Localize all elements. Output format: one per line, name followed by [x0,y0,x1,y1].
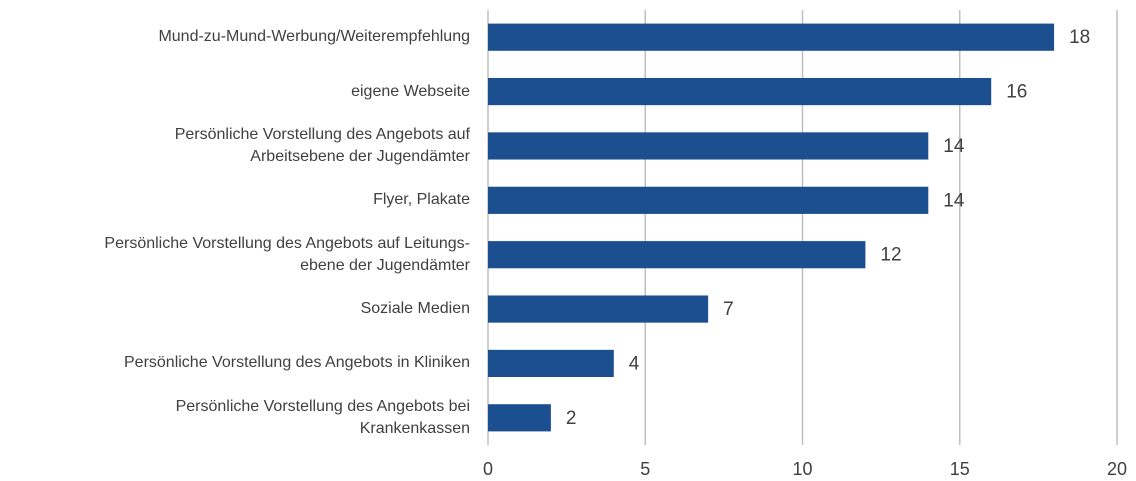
data-label: 2 [566,408,577,429]
x-tick-label: 15 [950,459,970,479]
bar [488,23,1055,51]
y-tick-label: Persönliche Vorstellung des Angebots auf… [174,125,470,165]
y-tick-label: Persönliche Vorstellung des Angebots in … [124,354,470,372]
x-tick-label: 20 [1107,459,1127,479]
data-label: 16 [1006,82,1027,103]
data-label: 4 [629,353,640,374]
bar [488,404,551,432]
y-tick-label: Persönliche Vorstellung des Angebots bei… [175,397,470,437]
bar [488,132,929,160]
bar [488,77,992,106]
y-tick-label: Mund-zu-Mund-Werbung/Weiterempfehlung [158,28,470,46]
x-tick-label: 10 [792,459,812,479]
bar [488,186,929,214]
data-label: 12 [880,245,901,266]
bar [488,295,709,323]
data-label: 14 [943,190,965,211]
data-label: 14 [943,136,965,157]
x-tick-label: 0 [483,459,493,479]
y-tick-label: Persönliche Vorstellung des Angebots auf… [104,234,470,274]
data-label: 18 [1069,27,1090,48]
bar [488,241,866,269]
y-tick-label: Flyer, Plakate [373,191,470,209]
bar [488,349,614,378]
data-label: 7 [723,299,734,320]
x-tick-label: 5 [640,459,650,479]
y-tick-label: eigene Webseite [351,82,470,100]
y-tick-label: Soziale Medien [360,300,470,318]
